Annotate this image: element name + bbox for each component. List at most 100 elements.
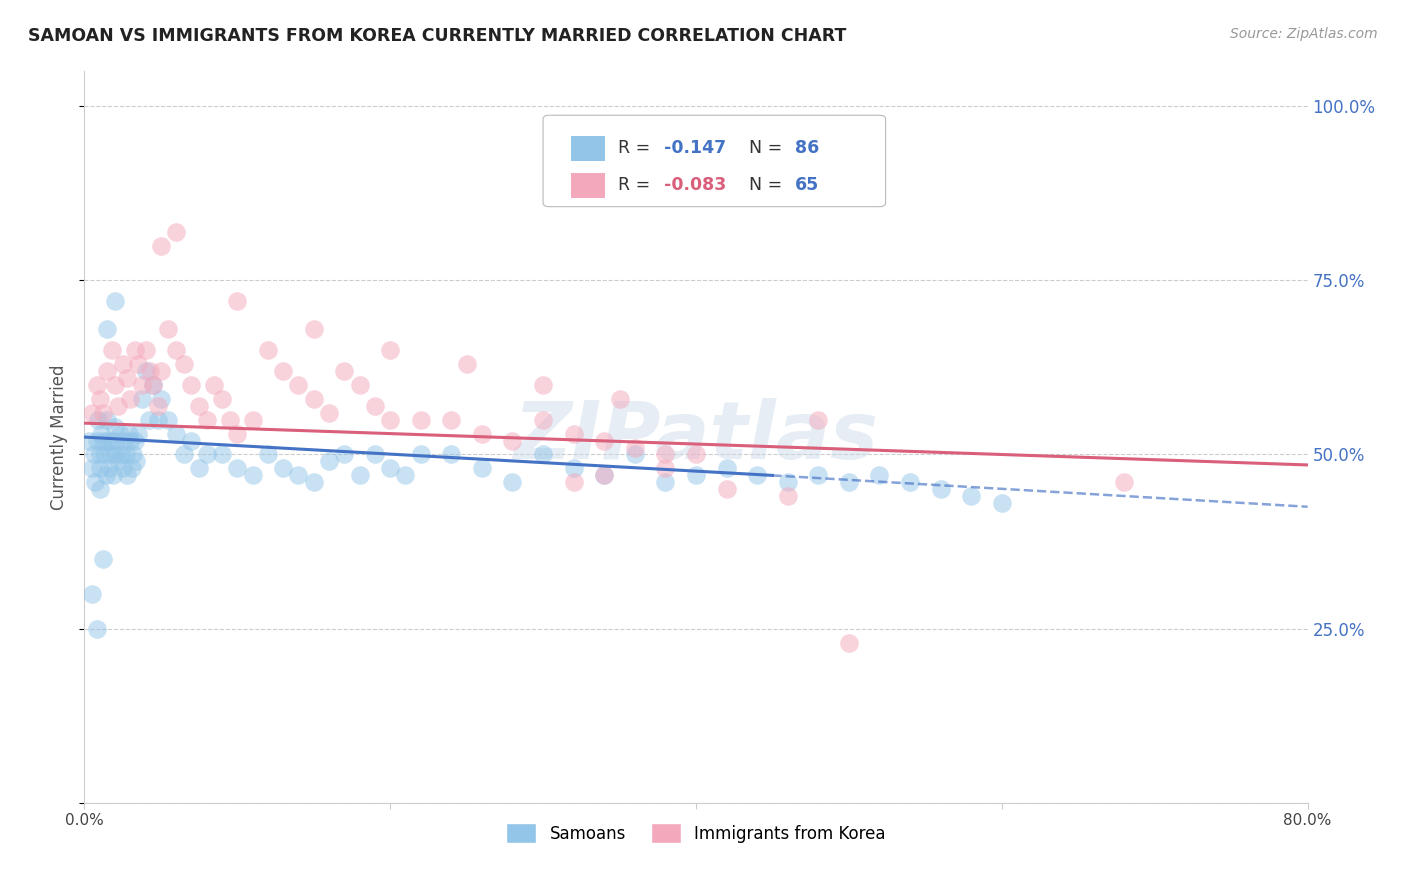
Text: 86: 86 bbox=[794, 139, 820, 157]
Point bbox=[257, 343, 280, 357]
Point bbox=[120, 434, 142, 448]
Point bbox=[103, 468, 125, 483]
Point bbox=[531, 377, 554, 392]
Point bbox=[125, 454, 148, 468]
Point bbox=[173, 357, 195, 371]
Text: -0.083: -0.083 bbox=[664, 176, 727, 194]
Point bbox=[624, 448, 647, 462]
Point bbox=[86, 434, 108, 448]
Point bbox=[257, 448, 280, 462]
Point bbox=[349, 468, 371, 483]
Point bbox=[139, 364, 162, 378]
Point bbox=[440, 412, 463, 426]
Point bbox=[89, 448, 111, 462]
Point bbox=[502, 434, 524, 448]
Point bbox=[609, 392, 631, 406]
Point bbox=[1114, 475, 1136, 490]
Point bbox=[80, 461, 103, 475]
Point bbox=[114, 448, 136, 462]
Point bbox=[471, 426, 494, 441]
Text: 65: 65 bbox=[794, 176, 820, 194]
Point bbox=[271, 461, 294, 475]
Point bbox=[157, 412, 180, 426]
Point bbox=[84, 475, 107, 490]
Point bbox=[531, 412, 554, 426]
Point bbox=[188, 461, 211, 475]
Point bbox=[101, 434, 124, 448]
Point bbox=[271, 364, 294, 378]
Point bbox=[593, 468, 616, 483]
Text: ZIPatlas: ZIPatlas bbox=[513, 398, 879, 476]
Point bbox=[112, 434, 135, 448]
Point bbox=[107, 399, 129, 413]
Point bbox=[104, 448, 127, 462]
Point bbox=[302, 475, 325, 490]
Point bbox=[87, 412, 110, 426]
Point bbox=[211, 392, 233, 406]
Point bbox=[380, 412, 402, 426]
Point bbox=[776, 489, 799, 503]
Point bbox=[173, 448, 195, 462]
Point bbox=[149, 238, 172, 252]
Point bbox=[898, 475, 921, 490]
Point bbox=[202, 377, 225, 392]
Point bbox=[776, 475, 799, 490]
Point bbox=[83, 448, 105, 462]
Point bbox=[593, 468, 616, 483]
Point bbox=[929, 483, 952, 497]
Point bbox=[226, 426, 249, 441]
Point bbox=[364, 399, 387, 413]
Point bbox=[101, 343, 124, 357]
Point bbox=[165, 426, 187, 441]
Point bbox=[98, 448, 121, 462]
Point bbox=[654, 448, 676, 462]
Point bbox=[960, 489, 983, 503]
Point bbox=[149, 364, 172, 378]
Point bbox=[146, 412, 169, 426]
Point bbox=[869, 468, 891, 483]
Point bbox=[86, 622, 108, 636]
Point bbox=[333, 448, 356, 462]
Y-axis label: Currently Married: Currently Married bbox=[51, 364, 69, 510]
Point bbox=[115, 371, 138, 385]
Point bbox=[97, 461, 120, 475]
Point bbox=[96, 434, 118, 448]
Point bbox=[80, 406, 103, 420]
Point bbox=[127, 357, 149, 371]
Point bbox=[409, 448, 432, 462]
Point bbox=[409, 412, 432, 426]
Point bbox=[685, 468, 707, 483]
Point bbox=[747, 468, 769, 483]
Point bbox=[110, 448, 132, 462]
Point bbox=[380, 461, 402, 475]
Point bbox=[91, 406, 114, 420]
FancyBboxPatch shape bbox=[543, 115, 886, 207]
Point bbox=[685, 448, 707, 462]
Point bbox=[111, 357, 134, 371]
Point bbox=[716, 461, 738, 475]
Text: R =: R = bbox=[617, 176, 655, 194]
Point bbox=[195, 412, 218, 426]
Text: N =: N = bbox=[738, 139, 787, 157]
Point bbox=[142, 377, 165, 392]
Point bbox=[302, 322, 325, 336]
Point bbox=[131, 377, 153, 392]
Point bbox=[218, 412, 240, 426]
Text: N =: N = bbox=[738, 176, 787, 194]
Point bbox=[226, 294, 249, 309]
Point bbox=[104, 377, 127, 392]
Point bbox=[77, 434, 100, 448]
Point bbox=[118, 426, 141, 441]
Point bbox=[124, 343, 146, 357]
Point bbox=[807, 412, 830, 426]
Point bbox=[138, 412, 160, 426]
Point bbox=[318, 454, 340, 468]
Point bbox=[807, 468, 830, 483]
Point bbox=[146, 399, 169, 413]
Point bbox=[131, 392, 153, 406]
Point bbox=[333, 364, 356, 378]
Text: -0.147: -0.147 bbox=[664, 139, 727, 157]
Point bbox=[105, 434, 128, 448]
Point bbox=[593, 434, 616, 448]
Legend: Samoans, Immigrants from Korea: Samoans, Immigrants from Korea bbox=[499, 817, 893, 849]
